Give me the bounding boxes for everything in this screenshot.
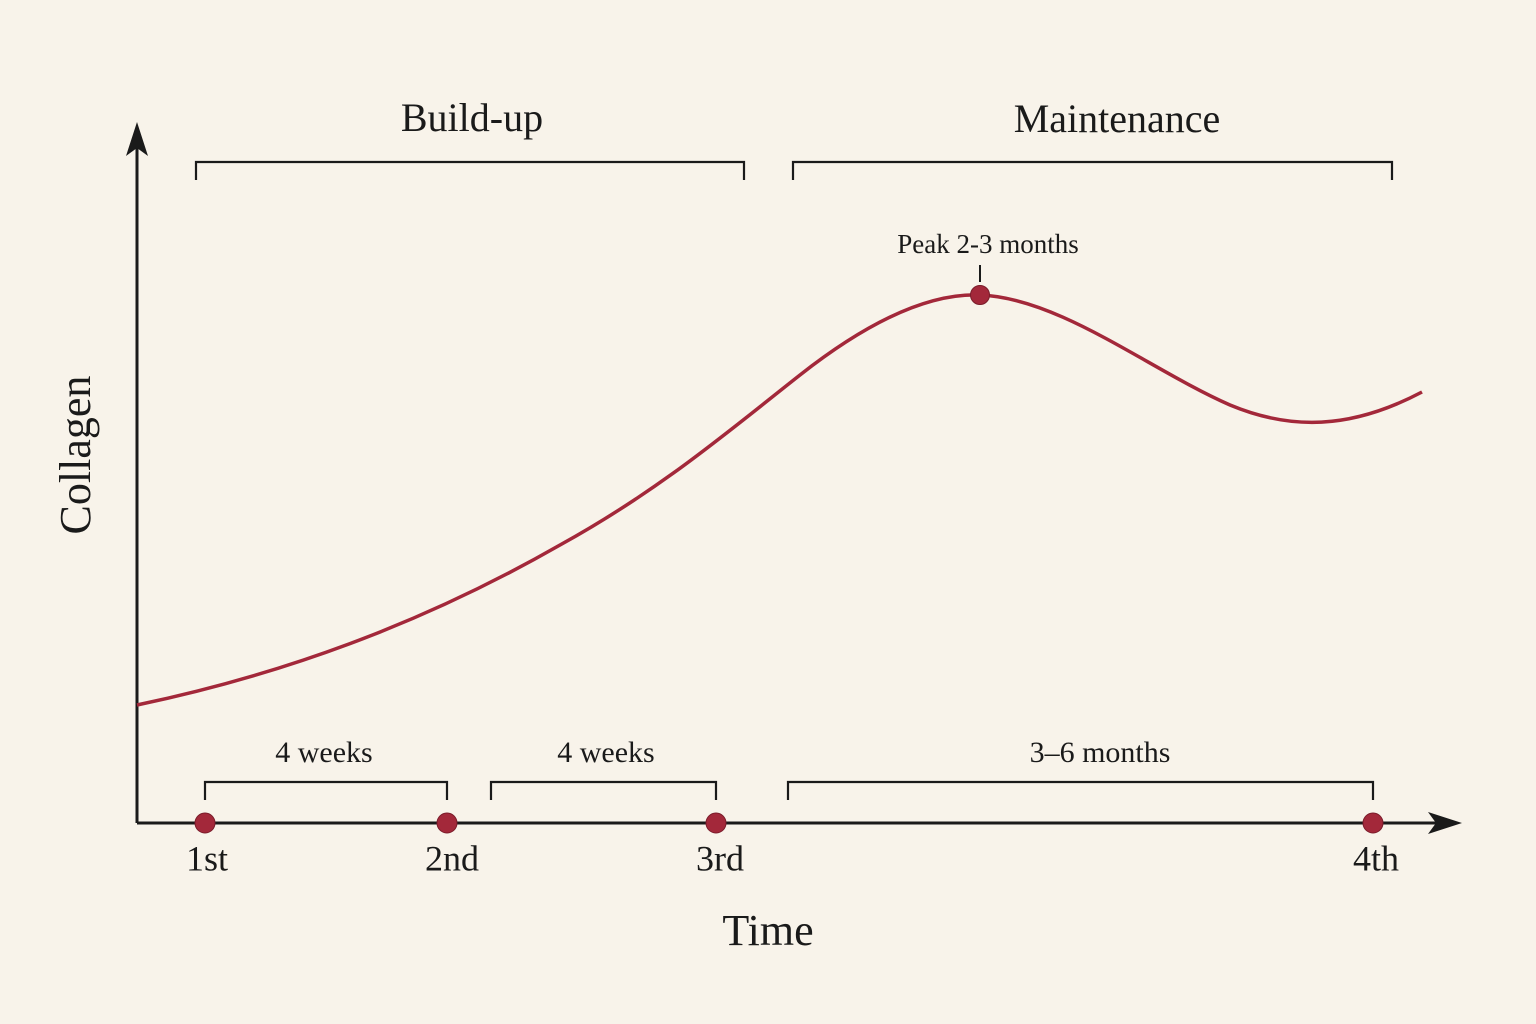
x-axis-arrow xyxy=(1428,812,1462,834)
phase-label: Build-up xyxy=(401,95,543,140)
interval-bracket xyxy=(203,780,449,800)
y-axis-label: Collagen xyxy=(51,376,100,535)
session-label: 2nd xyxy=(425,838,479,878)
session-label: 1st xyxy=(186,838,228,878)
phase-label: Maintenance xyxy=(1014,96,1221,141)
interval-label: 4 weeks xyxy=(557,736,654,769)
session-label: 4th xyxy=(1353,838,1399,878)
phase-bracket xyxy=(194,160,746,180)
interval-bracket xyxy=(786,780,1375,800)
peak-label: Peak 2-3 months xyxy=(897,229,1079,259)
x-axis-label: Time xyxy=(722,906,813,955)
interval-label: 4 weeks xyxy=(275,736,372,769)
session-dot xyxy=(194,812,216,834)
phase-bracket xyxy=(791,160,1394,180)
session-dot xyxy=(1362,812,1384,834)
y-axis-arrow xyxy=(126,122,148,156)
interval-bracket xyxy=(489,780,718,800)
collagen-curve xyxy=(136,293,1423,707)
session-dot xyxy=(436,812,458,834)
session-dot xyxy=(705,812,727,834)
session-label: 3rd xyxy=(696,838,744,878)
peak-dot xyxy=(970,285,990,305)
interval-label: 3–6 months xyxy=(1030,736,1171,769)
